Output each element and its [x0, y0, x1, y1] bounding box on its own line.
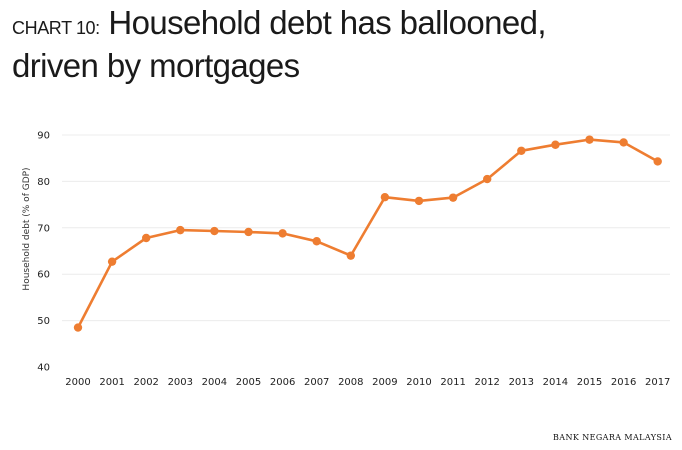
x-tick-label-2005: 2005 [236, 377, 261, 388]
series-line-household-debt [76, 138, 659, 329]
data-point-2012 [483, 174, 492, 184]
data-point-2017 [653, 157, 662, 166]
y-axis-ticks: 40 50 60 70 80 90 [37, 131, 50, 374]
chart-number-label: CHART 10: [12, 18, 100, 38]
x-tick-label-2000: 2000 [65, 377, 90, 388]
x-tick-label-2009: 2009 [372, 377, 397, 388]
chart-title: CHART 10: Household debt has ballooned, … [12, 4, 672, 84]
y-tick-label-90: 90 [37, 131, 50, 142]
data-point-2015 [585, 135, 594, 144]
title-text-1: Household debt has ballooned, [108, 4, 546, 41]
data-point-2010 [414, 196, 424, 206]
data-point-2000 [73, 323, 83, 332]
x-tick-label-2008: 2008 [338, 377, 363, 388]
x-tick-label-2004: 2004 [202, 377, 227, 388]
x-tick-label-2014: 2014 [543, 377, 568, 388]
data-point-2008 [346, 251, 355, 260]
x-tick-label-2017: 2017 [645, 377, 670, 388]
y-tick-label-50: 50 [37, 316, 50, 327]
x-tick-label-2007: 2007 [304, 377, 329, 388]
x-tick-label-2016: 2016 [611, 377, 636, 388]
y-tick-label-40: 40 [37, 363, 50, 374]
y-axis-label: Household debt (% of GDP) [22, 167, 32, 290]
data-point-2009 [380, 192, 390, 202]
y-tick-label-60: 60 [37, 270, 50, 281]
data-point-2014 [551, 140, 560, 149]
data-point-2006 [278, 229, 287, 238]
data-point-2016 [619, 138, 628, 147]
data-point-2011 [448, 193, 458, 202]
x-tick-label-2006: 2006 [270, 377, 295, 388]
x-tick-label-2011: 2011 [440, 377, 465, 388]
data-point-2004 [210, 226, 219, 236]
data-points [73, 135, 662, 332]
x-tick-label-2013: 2013 [509, 377, 534, 388]
source-credit: BANK NEGARA MALAYSIA [553, 433, 672, 442]
title-line-1: CHART 10: Household debt has ballooned, [12, 4, 672, 47]
x-axis-ticks: 2000 2001 2002 2003 2004 2005 2006 2007 2008 2009… [65, 377, 670, 388]
x-tick-label-2003: 2003 [168, 377, 193, 388]
title-line-2: driven by mortgages [12, 47, 300, 84]
data-point-2001 [107, 257, 117, 266]
data-point-2002 [142, 233, 151, 243]
x-tick-label-2015: 2015 [577, 377, 602, 388]
data-point-2005 [244, 227, 253, 237]
y-tick-label-70: 70 [37, 223, 50, 234]
data-point-2013 [517, 146, 526, 155]
x-tick-label-2001: 2001 [99, 377, 124, 388]
data-point-2007 [312, 237, 321, 246]
x-tick-label-2012: 2012 [474, 377, 499, 388]
x-tick-label-2002: 2002 [133, 377, 158, 388]
y-tick-label-80: 80 [37, 177, 50, 188]
data-point-2003 [176, 225, 185, 235]
x-tick-label-2010: 2010 [406, 377, 431, 388]
